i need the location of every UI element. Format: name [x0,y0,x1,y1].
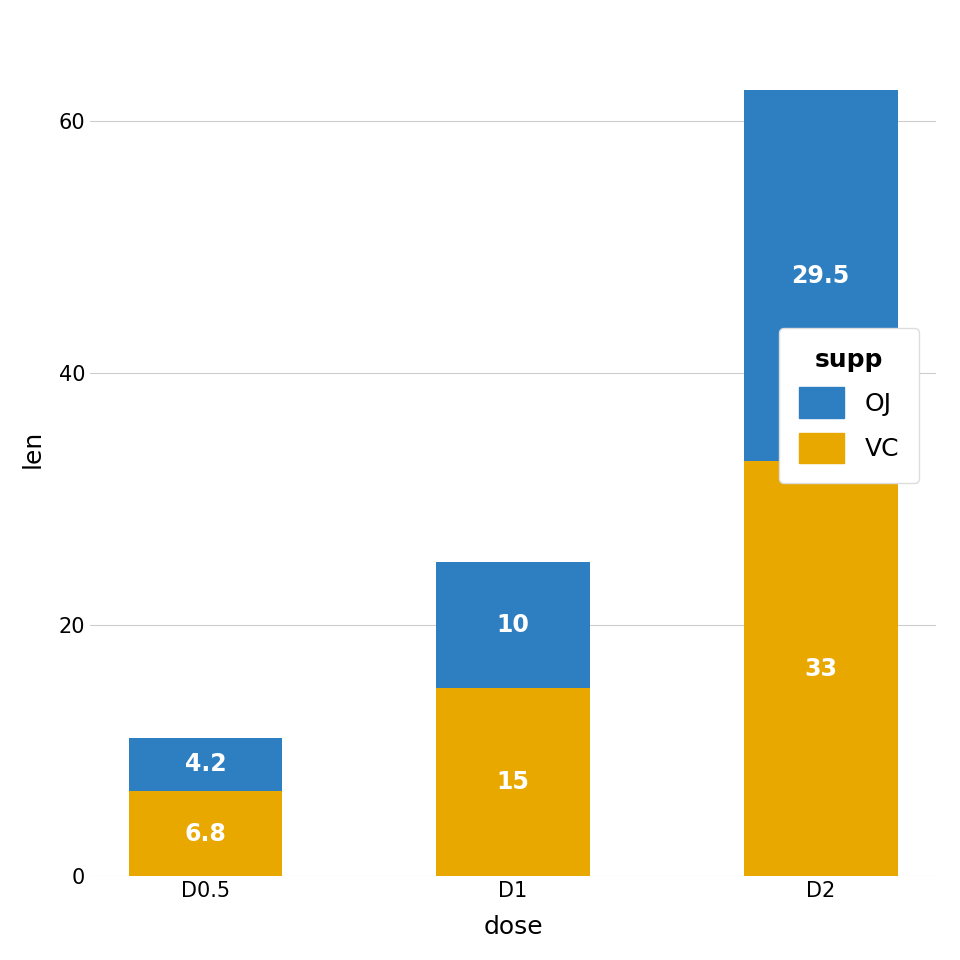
Legend: OJ, VC: OJ, VC [780,328,919,483]
Bar [436,687,590,876]
Bar [129,738,282,791]
Y-axis label: len: len [21,429,45,468]
Text: 6.8: 6.8 [184,822,227,846]
Bar [436,562,590,687]
Text: 33: 33 [804,657,837,681]
Text: 4.2: 4.2 [184,753,227,777]
Text: 29.5: 29.5 [791,264,850,288]
X-axis label: dose: dose [483,915,543,939]
Text: 10: 10 [496,612,530,636]
Bar [744,90,898,461]
Bar [129,791,282,876]
Bar [744,461,898,876]
Text: 15: 15 [496,770,530,794]
